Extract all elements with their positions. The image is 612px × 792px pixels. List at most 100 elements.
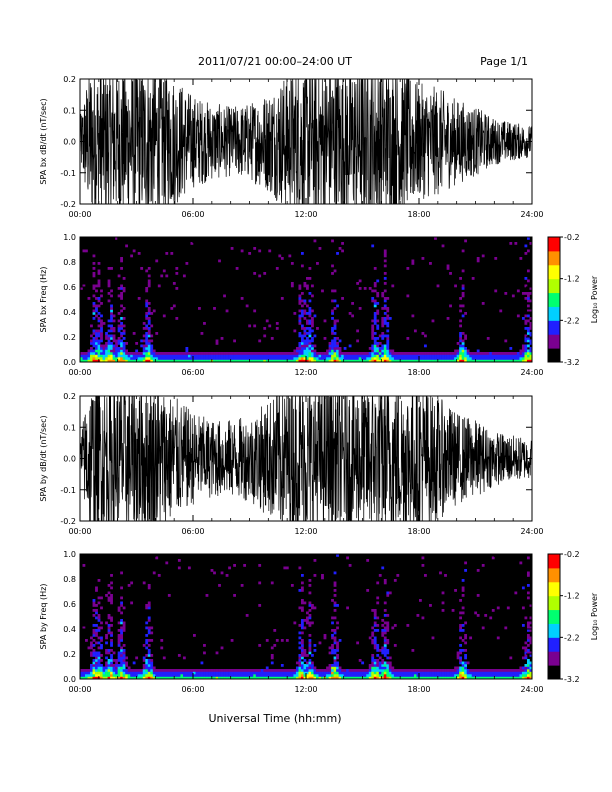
spectrogram-cell (258, 357, 262, 360)
spectrogram-cell (145, 299, 149, 303)
spectrogram-cell (386, 664, 390, 667)
spectrogram-cell (120, 322, 123, 325)
spectrogram-cell (461, 287, 465, 290)
spectrogram-cell (413, 329, 417, 333)
spectrogram-cell (97, 641, 101, 645)
spectrogram-cell (348, 671, 352, 675)
spectrogram-cell (107, 267, 111, 270)
spectrogram-cell (481, 254, 485, 258)
spectrogram-cell (147, 676, 151, 680)
spectrogram-cell (147, 322, 151, 325)
spectrogram-cell (353, 671, 357, 675)
spectrogram-cell (381, 666, 385, 670)
spectrogram-cell (122, 666, 126, 670)
spectrogram-cell (333, 327, 337, 330)
spectrogram-cell (92, 644, 96, 647)
spectrogram-cell (95, 676, 98, 680)
spectrogram-cell (298, 659, 302, 662)
spectrogram-cell (243, 354, 247, 358)
spectrogram-cell (102, 671, 106, 675)
spectrogram-cell (383, 629, 387, 632)
spectrogram-cell (526, 314, 530, 318)
spectrogram-cell (270, 352, 274, 355)
spectrogram-cell (110, 307, 113, 310)
spectrogram-cell (110, 644, 113, 647)
spectrogram-cell (160, 676, 164, 680)
spectrogram-cell (368, 666, 372, 670)
spectrogram-cell (127, 359, 131, 363)
spectrogram-cell (476, 671, 480, 675)
spectrogram-cell (451, 674, 455, 677)
spectrogram-cell (260, 357, 264, 360)
spectrogram-cell (526, 669, 530, 672)
spectrogram-cell (132, 661, 136, 665)
spectrogram-cell (461, 586, 465, 590)
spectrogram-cell (376, 654, 380, 657)
spectrogram-cell (521, 669, 525, 672)
spectrogram-cell (97, 626, 101, 630)
spectrogram-cell (313, 644, 317, 647)
spectrogram-cell (338, 639, 342, 642)
spectrogram-cell (496, 354, 500, 358)
spectrogram-cell (95, 589, 98, 592)
spectrogram-cell (381, 634, 385, 637)
spectrogram-cell (431, 676, 435, 680)
spectrogram-cell (381, 344, 385, 348)
spectrogram-cell (298, 342, 302, 345)
spectrogram-cell (132, 359, 136, 363)
spectrogram-cell (524, 339, 528, 343)
spectrogram-cell (459, 626, 462, 630)
spectrogram-cell (351, 354, 355, 358)
spectrogram-cell (172, 674, 176, 677)
spectrogram-cell (383, 649, 387, 652)
spectrogram-cell (100, 322, 103, 325)
spectrogram-cell (313, 359, 317, 363)
spectrogram-cell (157, 352, 161, 355)
spectrogram-cell (298, 624, 302, 627)
spectrogram-cell (308, 664, 312, 667)
spectrogram-cell (461, 611, 465, 615)
spectrogram-cell (97, 299, 101, 303)
spectrogram-cell (147, 584, 151, 587)
spectrogram-cell (439, 359, 442, 363)
x-tick-label: 12:00 (294, 210, 317, 219)
spectrogram-cell (316, 262, 319, 265)
spectrogram-cell (122, 649, 126, 652)
spectrogram-cell (444, 574, 447, 577)
spectrogram-cell (228, 676, 231, 680)
spectrogram-cell (308, 312, 312, 315)
x-tick-label: 06:00 (181, 527, 204, 536)
spectrogram-cell (426, 676, 430, 680)
spectrogram-cell (501, 671, 505, 675)
spectrogram-cell (376, 659, 380, 662)
spectrogram-cell (486, 337, 490, 340)
spectrogram-cell (308, 639, 312, 642)
spectrogram-cell (371, 676, 375, 680)
spectrogram-cell (444, 352, 447, 355)
spectrogram-cell (145, 342, 149, 345)
spectrogram-cell (461, 347, 465, 350)
spectrogram-cell (85, 354, 88, 358)
spectrogram-cell (225, 574, 229, 577)
spectrogram-cell (406, 337, 410, 340)
spectrogram-cell (313, 606, 317, 610)
spectrogram-cell (90, 666, 93, 670)
spectrogram-cell (311, 349, 314, 353)
spectrogram-cell (459, 357, 462, 360)
spectrogram-cell (298, 347, 302, 350)
spectrogram-cell (308, 347, 312, 350)
spectrogram-cell (85, 676, 88, 680)
spectrogram-cell (524, 284, 528, 288)
spectrogram-cell (120, 671, 123, 675)
spectrogram-cell (383, 347, 387, 350)
spectrogram-cell (110, 329, 113, 333)
spectrogram-cell (97, 272, 101, 275)
spectrogram-cell (494, 257, 498, 260)
spectrogram-cell (147, 327, 151, 330)
spectrogram-cell (110, 664, 113, 667)
spectrogram-cell (318, 674, 322, 677)
spectrogram-cell (348, 669, 352, 672)
spectrogram-cell (225, 354, 229, 358)
spectrogram-cell (336, 604, 339, 607)
spectrogram-cell (311, 354, 314, 358)
